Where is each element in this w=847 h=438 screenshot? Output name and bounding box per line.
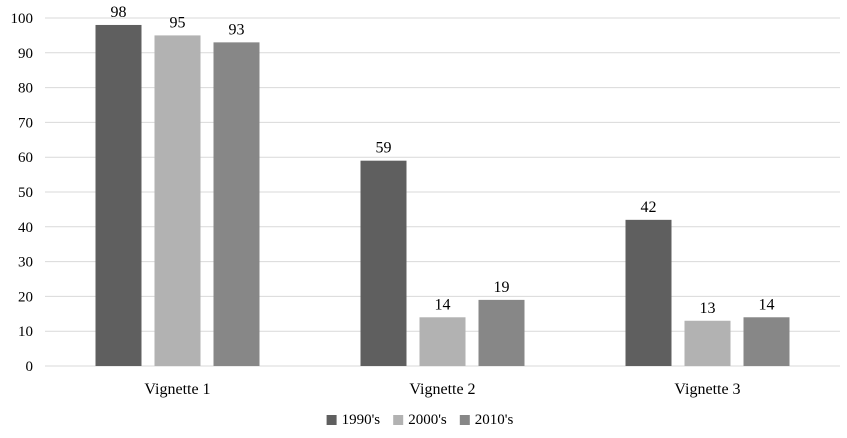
y-axis-ticks: 0 10 20 30 40 50 60 70 80 90 100	[11, 11, 34, 375]
legend-swatch	[459, 415, 470, 425]
data-label: 98	[111, 4, 127, 21]
y-tick-label: 50	[18, 185, 33, 201]
legend-label: 2010's	[475, 412, 514, 428]
y-tick-label: 80	[18, 81, 33, 97]
x-axis-categories: Vignette 1 Vignette 2 Vignette 3	[144, 381, 740, 398]
data-label: 93	[229, 21, 245, 38]
category-label: Vignette 1	[144, 381, 210, 398]
legend-label: 2000's	[408, 412, 447, 428]
y-tick-label: 90	[18, 46, 33, 62]
y-tick-label: 30	[18, 255, 33, 271]
bar	[625, 219, 672, 366]
data-label: 13	[700, 300, 716, 317]
y-tick-label: 0	[26, 359, 34, 375]
data-label: 42	[641, 199, 657, 216]
bar	[478, 299, 525, 366]
data-label: 59	[376, 140, 392, 157]
legend-label: 1990's	[342, 412, 381, 428]
y-tick-label: 70	[18, 115, 33, 131]
bar	[154, 35, 201, 367]
data-label: 14	[435, 296, 451, 313]
bar	[419, 317, 466, 366]
data-label: 19	[494, 279, 510, 296]
bars	[95, 24, 790, 367]
bar	[684, 320, 731, 366]
bar	[95, 24, 142, 367]
y-tick-label: 10	[18, 324, 33, 340]
legend-swatch	[393, 415, 404, 425]
category-label: Vignette 3	[674, 381, 740, 398]
data-label: 95	[170, 14, 186, 31]
data-labels: 98 95 93 59 14 19 42 13 14	[111, 4, 775, 317]
data-label: 14	[759, 296, 775, 313]
y-tick-label: 40	[18, 220, 33, 236]
bar	[360, 160, 407, 366]
category-label: Vignette 2	[409, 381, 475, 398]
bar	[213, 42, 260, 367]
legend: 1990's 2000's 2010's	[326, 412, 514, 428]
legend-swatch	[326, 415, 337, 425]
bar	[743, 317, 790, 366]
y-tick-label: 60	[18, 150, 33, 166]
y-tick-label: 20	[18, 289, 33, 305]
y-tick-label: 100	[11, 11, 34, 27]
